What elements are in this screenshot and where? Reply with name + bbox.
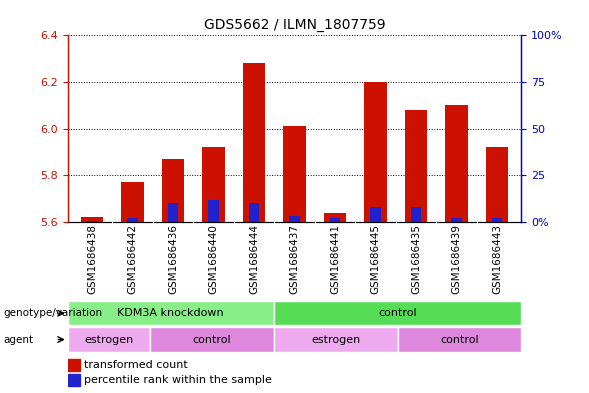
Bar	[492, 219, 502, 222]
Text: GSM1686444: GSM1686444	[249, 224, 259, 294]
Bar	[289, 217, 300, 222]
Text: genotype/variation: genotype/variation	[3, 308, 102, 318]
Text: GSM1686438: GSM1686438	[87, 224, 97, 294]
Bar	[243, 63, 265, 222]
Text: GSM1686445: GSM1686445	[370, 224, 380, 294]
Bar	[274, 301, 521, 325]
Text: GSM1686436: GSM1686436	[168, 224, 178, 294]
Bar	[365, 82, 386, 222]
Text: GSM1686443: GSM1686443	[492, 224, 502, 294]
Bar	[87, 221, 97, 222]
Text: estrogen: estrogen	[84, 334, 134, 345]
Text: GSM1686437: GSM1686437	[290, 224, 299, 294]
Bar	[411, 207, 421, 222]
Bar	[398, 327, 521, 352]
Text: percentile rank within the sample: percentile rank within the sample	[84, 375, 272, 385]
Bar	[405, 110, 427, 222]
Bar	[370, 207, 380, 222]
Bar	[121, 182, 144, 222]
Text: control: control	[193, 334, 231, 345]
Text: agent: agent	[3, 334, 33, 345]
Bar	[68, 359, 80, 371]
Text: KDM3A knockdown: KDM3A knockdown	[117, 308, 224, 318]
Text: GSM1686435: GSM1686435	[411, 224, 421, 294]
Bar	[486, 147, 508, 222]
Bar	[451, 219, 462, 222]
Bar	[162, 159, 184, 222]
Bar	[330, 219, 340, 222]
Bar	[68, 374, 80, 386]
Bar	[68, 327, 150, 352]
Text: transformed count: transformed count	[84, 360, 188, 370]
Bar	[81, 217, 103, 222]
Bar	[274, 327, 398, 352]
Title: GDS5662 / ILMN_1807759: GDS5662 / ILMN_1807759	[204, 18, 385, 31]
Bar	[150, 327, 274, 352]
Text: GSM1686441: GSM1686441	[330, 224, 340, 294]
Text: control: control	[378, 308, 417, 318]
Bar	[283, 127, 306, 222]
Text: GSM1686440: GSM1686440	[209, 224, 219, 294]
Bar	[445, 105, 468, 222]
Bar	[168, 204, 178, 222]
Text: GSM1686442: GSM1686442	[128, 224, 137, 294]
Bar	[249, 204, 259, 222]
Bar	[68, 301, 274, 325]
Text: GSM1686439: GSM1686439	[452, 224, 461, 294]
Bar	[324, 213, 346, 222]
Bar	[209, 200, 219, 222]
Bar	[203, 147, 224, 222]
Text: estrogen: estrogen	[311, 334, 360, 345]
Text: control: control	[440, 334, 479, 345]
Bar	[127, 219, 138, 222]
